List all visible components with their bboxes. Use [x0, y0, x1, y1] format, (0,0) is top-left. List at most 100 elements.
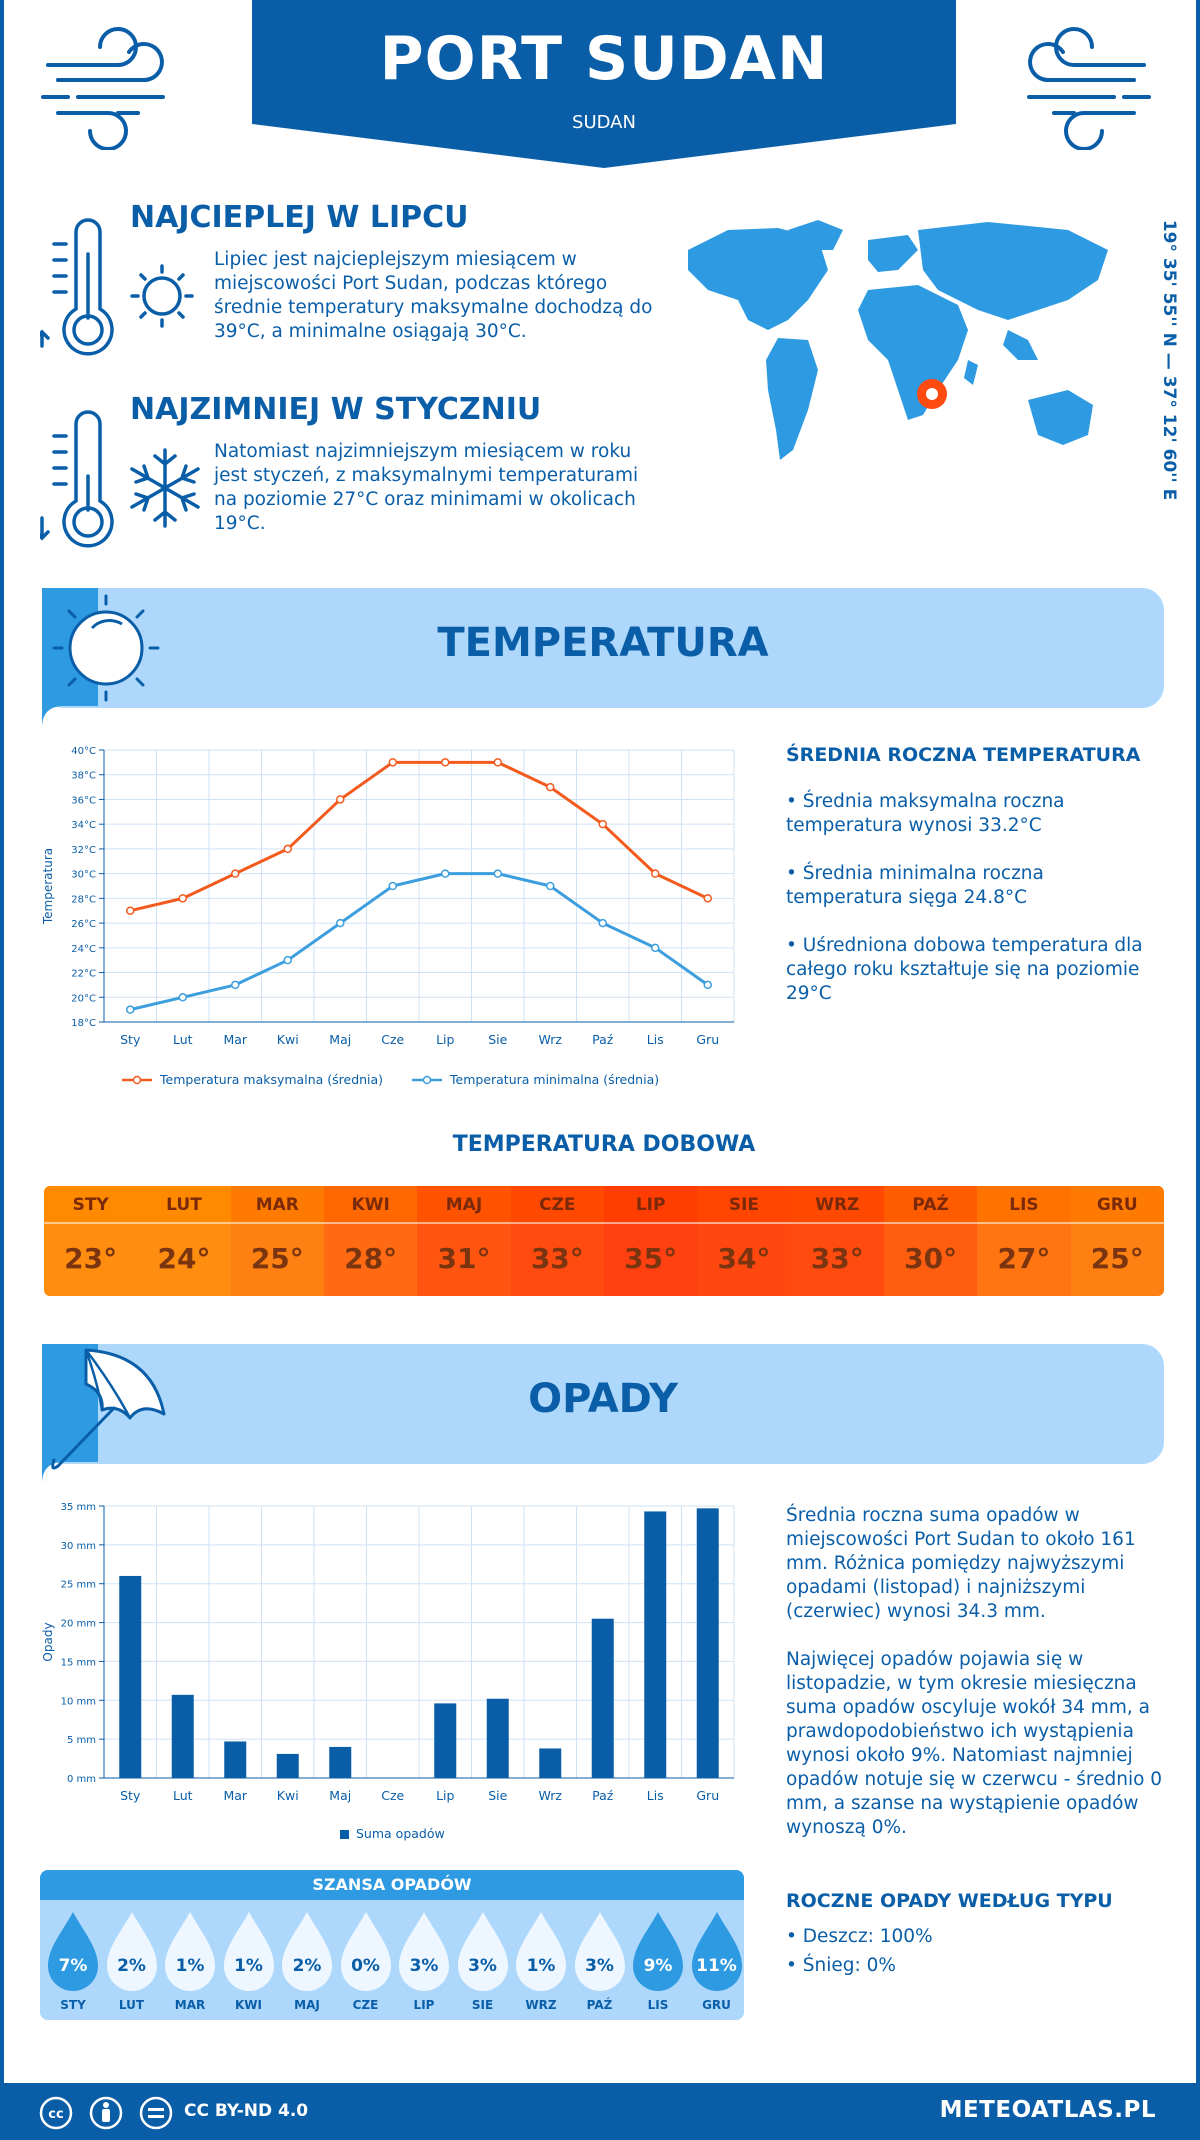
daily-temperature-value: 23° — [44, 1224, 138, 1296]
precipitation-chance-month: PAŹ — [586, 1998, 613, 2012]
daily-temperature-strip: STY 23° LUT 24° MAR 25° KWI 28° MAJ 31° CZE 33° LIP 3… — [44, 1186, 1164, 1296]
precipitation-chance-month: MAJ — [294, 1998, 320, 2012]
precipitation-chance-month: WRZ — [525, 1998, 557, 2012]
x-tick-label: Sty — [120, 1788, 141, 1803]
y-axis-label: Opady — [41, 1622, 55, 1661]
y-tick-label: 35 mm — [61, 1502, 96, 1513]
raindrop-icon — [340, 1912, 391, 1991]
data-point — [493, 869, 502, 878]
raindrop-icon — [516, 1912, 566, 1991]
coldest-text: Natomiast najzimniejszym miesiącem w rok… — [214, 441, 639, 534]
data-point — [388, 881, 397, 891]
footer: cc CC BY-ND 4.0 METEOATLAS.PL — [0, 2083, 1200, 2140]
daily-temperature-value: 33° — [790, 1224, 884, 1296]
y-axis-label: Temperatura — [41, 848, 55, 925]
daily-temperature-cell: PAŹ 30° — [883, 1186, 978, 1296]
bar — [486, 1698, 509, 1778]
bar — [539, 1748, 562, 1778]
data-point — [703, 894, 712, 903]
x-tick-label: Paź — [592, 1032, 614, 1047]
precip-type-list: • Deszcz: 100% • Śnieg: 0% — [786, 1922, 1166, 1980]
data-point — [126, 906, 135, 915]
raindrop-icon — [223, 1912, 274, 1991]
y-tick-label: 18°C — [71, 1018, 96, 1029]
x-tick-label: Maj — [329, 1788, 351, 1803]
coldest-title: NAJZIMNIEJ W STYCZNIU — [130, 392, 542, 427]
x-tick-label: Sie — [488, 1032, 507, 1047]
bar — [434, 1703, 457, 1778]
x-tick-label: Kwi — [277, 1788, 299, 1803]
legend-marker — [132, 1075, 142, 1085]
site-link[interactable]: METEOATLAS.PL — [939, 2097, 1156, 2123]
daily-month-label: SIE — [697, 1186, 791, 1224]
precipitation-chance-value: 11% — [696, 1956, 737, 1976]
x-tick-label: Cze — [381, 1788, 404, 1803]
raindrop-icon — [574, 1912, 625, 1991]
daily-month-label: MAJ — [417, 1186, 511, 1224]
daily-temperature-cell: SIE 34° — [697, 1186, 791, 1296]
x-tick-label: Mar — [223, 1788, 247, 1803]
x-tick-label: Wrz — [539, 1788, 563, 1803]
precipitation-chance-value: 1% — [175, 1956, 205, 1976]
data-point — [336, 918, 345, 928]
x-tick-label: Sie — [488, 1788, 507, 1803]
precipitation-chance-drop: 1% WRZ — [512, 1910, 570, 2012]
precipitation-chance-title: SZANSA OPADÓW — [40, 1870, 744, 1900]
precipitation-chance-drop: 1% MAR — [161, 1910, 219, 2012]
precipitation-chance-drop: 1% KWI — [220, 1910, 278, 2012]
daily-temperature-cell: LIS 27° — [977, 1186, 1071, 1296]
raindrop-icon — [633, 1912, 683, 1991]
precipitation-chance-value: 3% — [468, 1956, 497, 1976]
y-tick-label: 15 mm — [61, 1657, 96, 1668]
data-point — [178, 894, 187, 903]
temperature-side-title: ŚREDNIA ROCZNA TEMPERATURA — [786, 744, 1141, 766]
daily-temperature-value: 34° — [697, 1224, 791, 1296]
precipitation-chance-drop: 3% SIE — [454, 1910, 512, 2012]
temperature-title: TEMPERATURA — [437, 620, 769, 666]
series-line — [129, 760, 709, 913]
y-tick-label: 25 mm — [61, 1580, 96, 1591]
raindrop-icon — [106, 1912, 157, 1991]
y-tick-label: 30°C — [71, 870, 96, 881]
daily-month-label: LUT — [137, 1186, 231, 1224]
daily-temperature-value: 25° — [230, 1224, 324, 1296]
daily-month-label: LIS — [977, 1186, 1071, 1224]
precipitation-chart: 0 mm 5 mm 10 mm 15 mm 20 mm 25 mm 30 mm 35 mm St… — [41, 1502, 735, 1841]
by-icon — [102, 2102, 110, 2122]
legend-swatch — [340, 1830, 349, 1839]
header-ribbon — [252, 0, 956, 168]
license-icons: cc — [39, 2096, 173, 2130]
daily-month-label: KWI — [323, 1186, 418, 1224]
precipitation-chance-drop: 0% CZE — [337, 1910, 395, 2012]
temperature-side-item: • Średnia minimalna roczna temperatura s… — [786, 863, 1044, 908]
header: PORT SUDAN SUDAN — [252, 0, 956, 168]
precipitation-chance-drops: 7% STY 2% LUT 1% MAR 1% KWI 2% MAJ 0% CZE 3% LIP 3% SIE… — [40, 1910, 744, 2020]
x-tick-label: Gru — [696, 1788, 719, 1803]
daily-month-label: MAR — [230, 1186, 324, 1224]
data-point — [651, 943, 660, 953]
precipitation-chance-value: 1% — [526, 1956, 556, 1976]
daily-temperature-cell: CZE 33° — [510, 1186, 604, 1296]
precipitation-chance-value: 3% — [409, 1956, 439, 1976]
data-point — [441, 869, 450, 878]
precip-type-item: • Deszcz: 100% — [786, 1926, 933, 1947]
daily-temperature-cell: STY 23° — [44, 1186, 138, 1296]
data-point — [231, 869, 240, 878]
y-tick-label: 20 mm — [61, 1619, 96, 1630]
data-point — [493, 758, 502, 767]
precip-type-item: • Śnieg: 0% — [786, 1955, 896, 1976]
bar — [644, 1511, 667, 1778]
x-tick-label: Lis — [647, 1788, 664, 1803]
x-tick-label: Sty — [120, 1032, 141, 1047]
precipitation-chance-drop: 3% LIP — [395, 1910, 453, 2012]
precipitation-chance-month: LIS — [647, 1998, 669, 2012]
series-line — [129, 872, 709, 1012]
thermometer-sun-icon — [40, 218, 194, 356]
data-point — [336, 795, 345, 804]
daily-temperature-value: 35° — [603, 1224, 698, 1296]
city-title: PORT SUDAN — [379, 24, 829, 94]
y-tick-label: 40°C — [71, 746, 96, 757]
bar — [591, 1618, 614, 1778]
precipitation-chance-drop: 2% MAJ — [278, 1910, 336, 2012]
raindrop-icon — [399, 1912, 449, 1991]
